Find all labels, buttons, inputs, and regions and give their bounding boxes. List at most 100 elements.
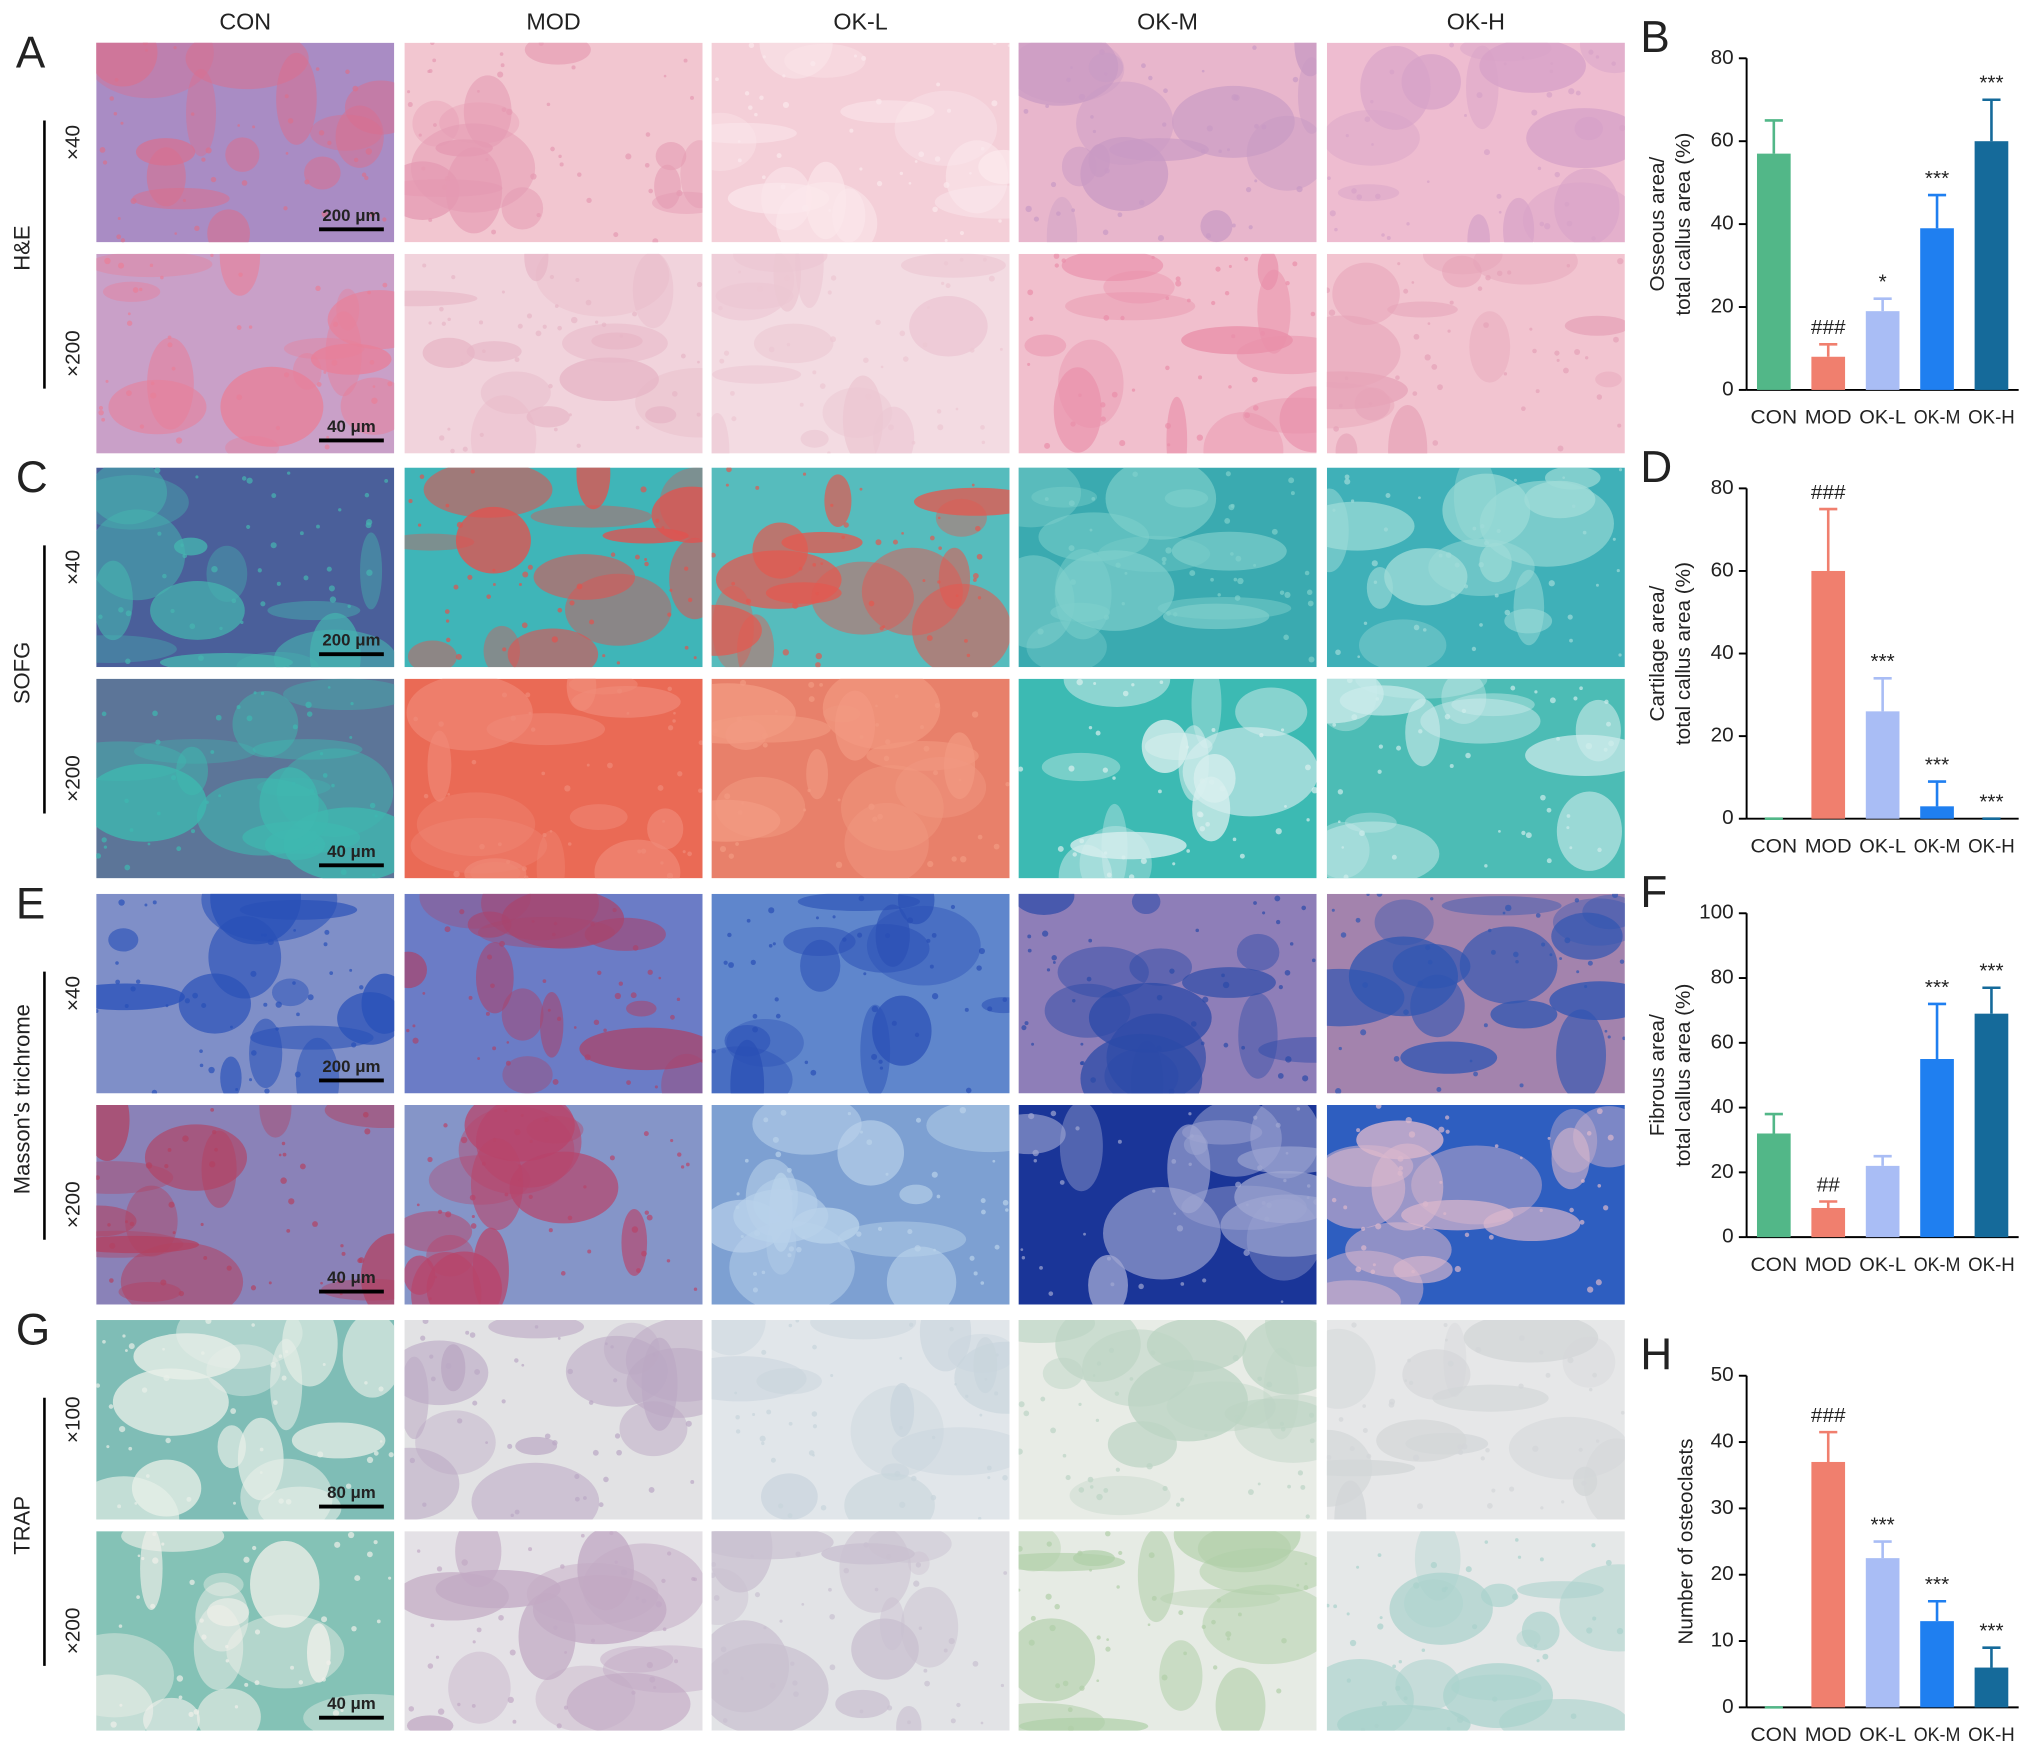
cell-dot xyxy=(1329,210,1336,217)
cell-dot xyxy=(828,1587,832,1592)
cell-dot xyxy=(641,1598,647,1604)
cell-dot xyxy=(713,1595,720,1601)
cell-dot xyxy=(1052,961,1056,964)
cell-dot xyxy=(761,1349,767,1355)
tissue-blob xyxy=(1044,983,1131,1038)
cell-dot xyxy=(1106,1638,1110,1642)
tissue-blob xyxy=(913,487,1010,516)
cell-dot xyxy=(1180,1497,1185,1502)
cell-dot xyxy=(1550,62,1554,65)
tissue-blob xyxy=(1166,396,1188,454)
cell-dot xyxy=(318,130,325,136)
cell-dot xyxy=(1031,1042,1035,1046)
tissue-blob xyxy=(844,1473,935,1520)
cell-dot xyxy=(994,1391,999,1396)
cell-dot xyxy=(907,1229,913,1235)
cell-dot xyxy=(918,1626,923,1631)
tissue-blob xyxy=(324,1104,395,1129)
cell-dot xyxy=(1584,985,1588,989)
tissue-blob xyxy=(1463,1320,1599,1363)
cell-dot xyxy=(171,366,176,371)
cell-dot xyxy=(1092,1374,1096,1377)
cell-dot xyxy=(1494,1144,1499,1148)
significance-label: ### xyxy=(1811,481,1846,504)
tissue-blob xyxy=(860,1004,891,1094)
cell-dot xyxy=(1362,982,1369,988)
cell-dot xyxy=(932,206,938,213)
cell-dot xyxy=(567,1215,573,1221)
cell-dot xyxy=(894,1470,901,1477)
cell-dot xyxy=(1305,1514,1310,1519)
cell-dot xyxy=(828,209,832,212)
cell-dot xyxy=(1147,1623,1151,1627)
cell-dot xyxy=(735,842,739,846)
cell-dot xyxy=(1087,1476,1094,1483)
tissue-blob xyxy=(252,739,363,760)
cell-dot xyxy=(1561,1500,1565,1504)
cell-dot xyxy=(1196,434,1203,441)
y-tick-label: 40 xyxy=(1711,641,1734,664)
tissue-blob xyxy=(784,43,866,78)
cell-dot xyxy=(752,1413,756,1417)
cell-dot xyxy=(930,1494,937,1501)
cell-dot xyxy=(267,939,274,946)
cell-dot xyxy=(667,1551,672,1556)
cell-dot xyxy=(1304,764,1311,771)
cell-dot xyxy=(1244,412,1251,419)
tissue-blob xyxy=(1129,948,1193,986)
tissue-blob xyxy=(102,281,161,302)
cell-dot xyxy=(1393,1056,1400,1062)
cell-dot xyxy=(936,1194,941,1199)
cell-dot xyxy=(752,1026,758,1033)
tissue-blob xyxy=(1080,1033,1203,1094)
tissue-blob xyxy=(1159,1640,1203,1711)
cell-dot xyxy=(1188,1162,1192,1166)
cell-dot xyxy=(518,1164,522,1168)
cell-dot xyxy=(1292,76,1299,83)
cell-dot xyxy=(270,542,277,549)
cell-dot xyxy=(964,1007,969,1012)
cell-dot xyxy=(1454,1265,1461,1273)
cell-dot xyxy=(1292,261,1298,267)
tissue-blob xyxy=(536,830,565,879)
bar xyxy=(1811,356,1846,390)
cell-dot xyxy=(233,1501,236,1505)
cell-dot xyxy=(738,270,742,274)
tissue-blob xyxy=(427,730,452,802)
magnification-label: ×100 xyxy=(62,1396,85,1443)
cell-dot xyxy=(684,645,689,650)
cell-dot xyxy=(506,1041,510,1044)
cell-dot xyxy=(528,1547,533,1552)
cell-dot xyxy=(646,1214,653,1221)
cell-dot xyxy=(980,1721,984,1725)
cell-dot xyxy=(871,1005,879,1013)
tissue-blob xyxy=(773,253,802,312)
cell-dot xyxy=(1102,229,1109,236)
cell-dot xyxy=(246,715,253,722)
cell-dot xyxy=(1443,1323,1448,1328)
cell-dot xyxy=(1338,1046,1342,1051)
cell-dot xyxy=(1151,1595,1157,1601)
cell-dot xyxy=(577,172,582,177)
cell-dot xyxy=(481,1161,486,1166)
tissue-blob xyxy=(404,951,427,989)
cell-dot xyxy=(899,1426,903,1430)
cell-dot xyxy=(1152,1189,1156,1193)
cell-dot xyxy=(655,1601,662,1608)
micrograph-texture xyxy=(1326,42,1625,243)
cell-dot xyxy=(116,234,122,240)
cell-dot xyxy=(1186,298,1191,303)
cell-dot xyxy=(853,54,858,58)
cell-dot xyxy=(1281,1637,1287,1644)
cell-dot xyxy=(1045,104,1049,109)
tissue-blob xyxy=(935,498,987,537)
cell-dot xyxy=(1071,208,1076,213)
cell-dot xyxy=(234,1705,239,1709)
tissue-blob xyxy=(1042,1357,1084,1390)
tissue-blob xyxy=(1202,1584,1317,1665)
cell-dot xyxy=(612,908,617,913)
cell-dot xyxy=(1103,851,1108,855)
cell-dot xyxy=(931,993,939,1000)
error-bar xyxy=(1873,1540,1892,1559)
cell-dot xyxy=(662,819,666,823)
